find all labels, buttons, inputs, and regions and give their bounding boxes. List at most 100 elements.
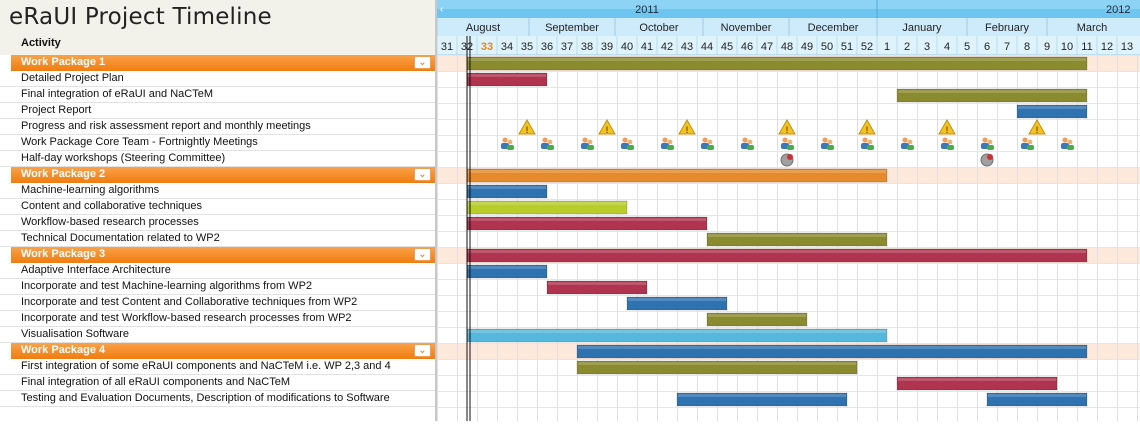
activity-row[interactable]: Adaptive Interface Architecture	[0, 263, 436, 279]
meeting-icon[interactable]	[662, 137, 668, 143]
activity-label: Machine-learning algorithms	[21, 184, 160, 196]
meeting-icon[interactable]	[1062, 137, 1068, 143]
warning-icon[interactable]	[518, 118, 536, 135]
warning-mark: !	[686, 125, 689, 135]
activity-row[interactable]: Technical Documentation related to WP2	[0, 231, 436, 247]
meeting-icon-body2	[507, 145, 514, 150]
grid-splitter[interactable]	[435, 0, 437, 421]
activity-row[interactable]: Incorporate and test Machine-learning al…	[0, 279, 436, 295]
work-package-row[interactable]: Work Package 1 ⌄	[0, 55, 436, 71]
activity-label: Project Report	[21, 104, 92, 116]
work-package-row[interactable]: Work Package 4 ⌄	[0, 343, 436, 359]
activity-label: Incorporate and test Machine-learning al…	[21, 280, 313, 292]
meeting-icon-second	[987, 139, 993, 145]
activity-row[interactable]: Final integration of all eRaUI component…	[0, 375, 436, 391]
activity-row[interactable]: Incorporate and test Content and Collabo…	[0, 295, 436, 311]
warning-icon[interactable]	[1028, 118, 1046, 135]
gantt-row-bg	[437, 103, 1140, 119]
activity-row[interactable]: Project Report	[0, 103, 436, 119]
meeting-icon[interactable]	[582, 137, 588, 143]
gantt-bar[interactable]	[626, 296, 728, 311]
gantt-bar[interactable]	[676, 392, 848, 407]
row-gutter	[0, 343, 11, 359]
meeting-icon[interactable]	[1022, 137, 1028, 143]
activity-row[interactable]: Machine-learning algorithms	[0, 183, 436, 199]
work-package-row[interactable]: Work Package 2 ⌄	[0, 167, 436, 183]
warning-icon[interactable]	[598, 118, 616, 135]
activity-row[interactable]: Final integration of eRaUI and NaCTeM	[0, 87, 436, 103]
year-label: 2012	[1106, 4, 1130, 16]
gantt-bar-sheen	[708, 314, 806, 317]
meeting-icon[interactable]	[782, 137, 788, 143]
meeting-icon[interactable]	[862, 137, 868, 143]
activity-row[interactable]: Testing and Evaluation Documents, Descri…	[0, 391, 436, 407]
meeting-icon-body2	[907, 145, 914, 150]
warning-icon[interactable]	[938, 118, 956, 135]
activity-column-header[interactable]: Activity	[21, 37, 61, 49]
meeting-icon-second	[667, 139, 673, 145]
activity-row[interactable]: First integration of some eRaUI componen…	[0, 359, 436, 375]
gantt-bar[interactable]	[706, 312, 808, 327]
week-label: 4	[944, 41, 950, 53]
scroll-left-icon[interactable]: ‹	[440, 4, 443, 15]
meeting-icon[interactable]	[902, 137, 908, 143]
meeting-icon[interactable]	[622, 137, 628, 143]
meeting-icon[interactable]	[502, 137, 508, 143]
activity-row[interactable]: Workflow-based research processes	[0, 215, 436, 231]
gantt-bar-sheen	[898, 378, 1056, 381]
warning-icon[interactable]	[778, 118, 796, 135]
collapse-chevron-icon[interactable]: ⌄	[414, 56, 431, 69]
warning-icon[interactable]	[678, 118, 696, 135]
meeting-icon-body2	[1067, 145, 1074, 150]
activity-row[interactable]: Incorporate and test Workflow-based rese…	[0, 311, 436, 327]
gantt-bar[interactable]	[896, 88, 1088, 103]
gantt-bar[interactable]	[986, 392, 1088, 407]
week-label: 6	[984, 41, 990, 53]
week-label: 43	[681, 41, 693, 53]
warning-mark: !	[1036, 125, 1039, 135]
gantt-row-bg	[437, 183, 1140, 199]
gantt-row-bg	[437, 295, 1140, 311]
meeting-icon-body2	[747, 145, 754, 150]
meeting-icon-body2	[667, 145, 674, 150]
activity-row[interactable]: Work Package Core Team - Fortnightly Mee…	[0, 135, 436, 151]
activity-label: Progress and risk assessment report and …	[21, 120, 311, 132]
meeting-icon-body2	[987, 145, 994, 150]
meeting-icon[interactable]	[942, 137, 948, 143]
activity-row[interactable]: Content and collaborative techniques	[0, 199, 436, 215]
week-label: 34	[501, 41, 513, 53]
year-label: 2011	[635, 4, 659, 16]
gantt-bar[interactable]	[546, 280, 648, 295]
meeting-icon[interactable]	[702, 137, 708, 143]
activity-label: Adaptive Interface Architecture	[21, 264, 171, 276]
year-band-highlight	[437, 0, 1140, 9]
activity-label: Incorporate and test Content and Collabo…	[21, 296, 358, 308]
week-label: 38	[581, 41, 593, 53]
gantt-bar[interactable]	[1016, 104, 1088, 119]
activity-row[interactable]: Progress and risk assessment report and …	[0, 119, 436, 135]
activity-row[interactable]: Half-day workshops (Steering Committee)	[0, 151, 436, 167]
week-label: 5	[964, 41, 970, 53]
meeting-icon[interactable]	[982, 137, 988, 143]
gantt-bar-sheen	[578, 346, 1086, 349]
warning-icon[interactable]	[858, 118, 876, 135]
gantt-bar-sheen	[898, 90, 1086, 93]
collapse-chevron-icon[interactable]: ⌄	[414, 248, 431, 261]
month-label: August	[466, 22, 500, 34]
work-package-row[interactable]: Work Package 3 ⌄	[0, 247, 436, 263]
meeting-icon[interactable]	[542, 137, 548, 143]
activity-label: First integration of some eRaUI componen…	[21, 360, 391, 372]
activity-label: Half-day workshops (Steering Committee)	[21, 152, 226, 164]
week-label: 39	[601, 41, 613, 53]
gantt-bar[interactable]	[576, 344, 1088, 359]
collapse-chevron-icon[interactable]: ⌄	[414, 344, 431, 357]
meeting-icon[interactable]	[822, 137, 828, 143]
gantt-bar[interactable]	[896, 376, 1058, 391]
gantt-bar[interactable]	[706, 232, 888, 247]
collapse-chevron-icon[interactable]: ⌄	[414, 168, 431, 181]
activity-row[interactable]: Visualisation Software	[0, 327, 436, 343]
meeting-icon[interactable]	[742, 137, 748, 143]
activity-label: Final integration of eRaUI and NaCTeM	[21, 88, 213, 100]
gantt-bar[interactable]	[576, 360, 858, 375]
activity-row[interactable]: Detailed Project Plan	[0, 71, 436, 87]
